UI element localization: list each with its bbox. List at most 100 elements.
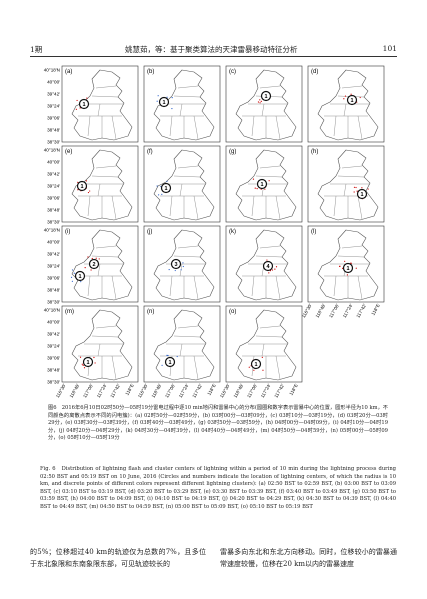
- flash-point: [84, 266, 86, 269]
- y-axis-label: 38°48′: [47, 288, 60, 293]
- cluster-number: 1: [162, 100, 165, 106]
- x-axis-label: 117°42′: [273, 383, 285, 399]
- panel-frame: [307, 145, 385, 223]
- x-axis-label: 117°42′: [191, 383, 203, 399]
- flash-point: [353, 191, 355, 193]
- x-axis-label: 116°48′: [315, 303, 327, 319]
- panel-frame: [225, 225, 303, 303]
- cluster-circle: [342, 262, 354, 274]
- flash-point: [254, 187, 256, 189]
- cluster-number: 1: [264, 94, 267, 100]
- flash-point: [266, 259, 268, 261]
- panel-label: (g): [229, 149, 236, 155]
- flash-point: [367, 188, 369, 190]
- flash-point: [161, 364, 163, 366]
- panel-frame: [143, 65, 221, 143]
- x-axis-label: 117°24′: [342, 303, 354, 319]
- x-axis-label: 117°24′: [178, 383, 190, 399]
- flash-point: [167, 354, 169, 357]
- cluster-number: 1: [254, 362, 257, 368]
- flash-point: [93, 356, 95, 359]
- flash-point: [259, 99, 261, 101]
- y-axis-label: 39°06′: [47, 116, 60, 121]
- cluster-circle: [74, 270, 86, 282]
- flash-point: [82, 364, 84, 366]
- flash-point: [76, 99, 78, 102]
- y-axis-label: 38°48′: [47, 368, 60, 373]
- flash-point: [353, 186, 356, 188]
- cluster-number: 4: [266, 264, 270, 270]
- x-axis-label: 117°06′: [164, 383, 176, 399]
- flash-point: [355, 267, 357, 269]
- cluster-number: 1: [260, 182, 263, 188]
- cluster-circle: [164, 356, 176, 368]
- y-axis-label: 39°42′: [47, 332, 60, 337]
- y-axis-label: 39°06′: [47, 196, 60, 201]
- flash-point: [271, 269, 274, 271]
- y-axis-label: 39°24′: [47, 104, 60, 109]
- cluster-number: 3: [174, 262, 177, 268]
- x-axis-label: 117°24′: [96, 383, 108, 399]
- flash-point: [344, 260, 346, 262]
- caption-en: Fig. 6 Distribution of lightning flash a…: [40, 466, 396, 510]
- panel-label: (b): [147, 69, 154, 75]
- flash-point: [80, 281, 82, 283]
- y-axis-label: 40°18′N: [44, 228, 60, 233]
- flash-point: [98, 258, 100, 260]
- panel-label: (f): [147, 149, 153, 155]
- y-axis-label: 39°24′: [47, 264, 60, 269]
- map-panel: (e) 1: [61, 145, 139, 223]
- cluster-circle: [78, 98, 90, 110]
- flash-point: [71, 280, 73, 282]
- flash-point: [350, 93, 352, 95]
- x-axis-label: 116°48′: [69, 383, 81, 399]
- y-axis-label: 38°30′: [47, 140, 60, 145]
- panel-frame: [143, 225, 221, 303]
- flash-point: [79, 107, 81, 109]
- flash-point: [174, 269, 176, 272]
- panel-label: (k): [229, 229, 236, 235]
- flash-point: [166, 96, 168, 98]
- flash-point: [91, 257, 93, 260]
- flash-point: [87, 191, 90, 194]
- flash-point: [171, 97, 173, 99]
- flash-point: [180, 269, 182, 271]
- flash-point: [89, 190, 91, 192]
- x-axis-label: 117°42′: [109, 383, 121, 399]
- map-panel: (d) 1: [307, 65, 385, 143]
- cluster-number: 1: [360, 192, 363, 198]
- flash-point: [90, 269, 92, 271]
- flash-point: [343, 98, 345, 100]
- flash-point: [85, 180, 87, 182]
- map-panel: (j) 3: [143, 225, 221, 303]
- x-axis-label: 117°06′: [82, 383, 94, 399]
- panel-frame: [307, 225, 385, 303]
- flash-point: [77, 189, 79, 191]
- map-panel: (n) 1: [143, 305, 221, 383]
- flash-point: [161, 193, 163, 195]
- cluster-number: 1: [82, 102, 85, 108]
- panel-label: (j): [147, 229, 152, 235]
- y-axis-label: 38°30′: [47, 300, 60, 305]
- cluster-circle: [250, 358, 262, 370]
- issue: 1期: [30, 45, 43, 54]
- flash-point: [156, 100, 158, 102]
- y-axis-label: 39°42′: [47, 92, 60, 97]
- flash-point: [77, 181, 79, 183]
- map-outline: [235, 309, 297, 381]
- map-panel: (a) 1: [61, 65, 139, 143]
- panel-label: (h): [311, 149, 318, 155]
- map-outline: [71, 229, 133, 301]
- body-left: 的5%；位移超过40 km的轨迹仅为总数的7%，且多位于东北象限和东南象限东部，…: [30, 548, 206, 568]
- panel-frame: [307, 65, 385, 143]
- panel-frame: [225, 305, 303, 383]
- y-axis-label: 40°18′N: [44, 308, 60, 313]
- x-axis-label: 118°E: [206, 383, 216, 396]
- flash-point: [157, 95, 159, 97]
- flash-point: [168, 268, 170, 271]
- flash-point: [268, 180, 270, 182]
- cluster-number: 1: [346, 266, 349, 272]
- x-axis-label: 117°06′: [328, 303, 340, 319]
- panel-label: (e): [65, 149, 72, 155]
